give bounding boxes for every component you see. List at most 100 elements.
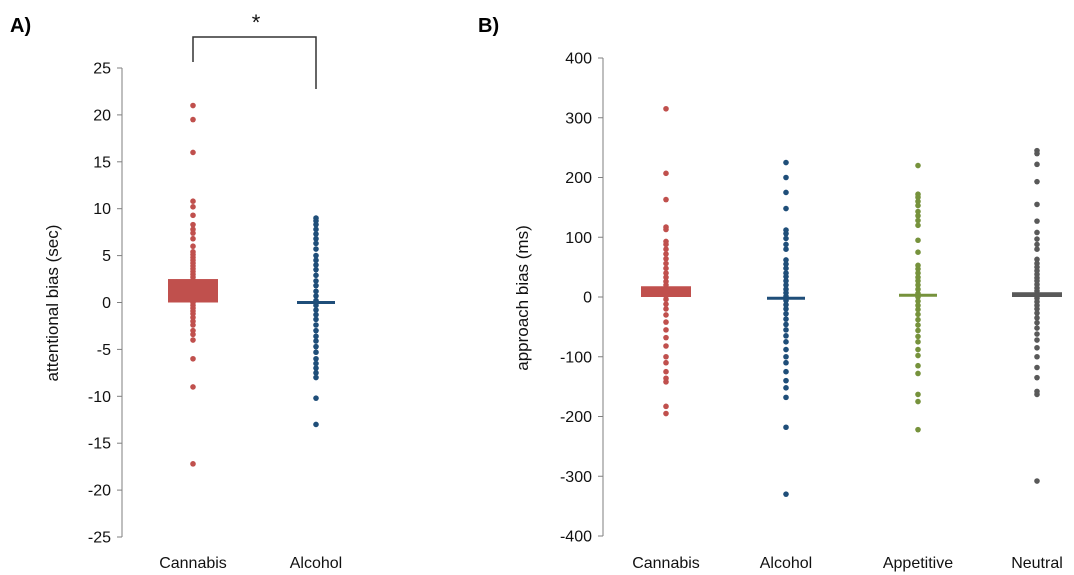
panel-b: B) approach bias (ms) 400 300 200 100 0 -100 -…	[478, 15, 1063, 572]
data-point-alcohol	[783, 174, 789, 181]
data-point-appetitive	[915, 237, 921, 244]
data-point-alcohol	[783, 333, 789, 339]
panel-b-y-tick-label: 300	[565, 110, 592, 127]
data-point-alcohol	[313, 333, 319, 340]
data-point-cannabis	[663, 359, 669, 366]
data-point-appetitive	[915, 352, 921, 359]
data-point-appetitive	[915, 333, 921, 340]
data-point-alcohol	[313, 421, 319, 428]
data-point-neutral	[1034, 364, 1040, 371]
panel-b-x-label: Cannabis	[632, 555, 700, 572]
panel-a-x-label: Cannabis	[159, 555, 227, 572]
data-point-alcohol	[783, 394, 789, 401]
data-point-cannabis	[190, 322, 196, 328]
panel-b-y-ticks: 400 300 200 100 0 -100 -200 -300 -400	[560, 51, 603, 546]
data-point-cannabis	[190, 102, 196, 109]
data-point-cannabis	[663, 274, 669, 281]
data-point-alcohol	[783, 353, 789, 360]
data-point-cannabis	[663, 105, 669, 112]
data-point-alcohol	[313, 322, 319, 328]
data-point-alcohol	[783, 273, 789, 280]
data-point-appetitive	[915, 426, 921, 433]
data-point-neutral	[1034, 178, 1040, 185]
data-point-alcohol	[783, 261, 789, 267]
data-point-cannabis	[663, 334, 669, 341]
data-point-neutral	[1034, 391, 1040, 398]
panel-b-y-tick-label: 0	[583, 290, 592, 307]
data-point-cannabis	[663, 265, 669, 272]
data-point-alcohol	[313, 327, 319, 334]
data-point-appetitive	[915, 311, 921, 318]
data-point-appetitive	[915, 316, 921, 323]
data-point-alcohol	[313, 311, 319, 318]
panel-a-y-tick-label: -25	[88, 530, 111, 547]
data-point-alcohol	[783, 368, 789, 375]
panel-b-y-tick-label: -400	[560, 529, 592, 546]
data-point-alcohol	[313, 288, 319, 295]
data-point-alcohol	[313, 235, 319, 242]
data-point-cannabis	[663, 251, 669, 257]
data-point-cannabis	[663, 260, 669, 267]
data-point-neutral	[1034, 236, 1040, 242]
data-point-alcohol	[783, 316, 789, 322]
data-point-alcohol	[783, 321, 789, 328]
data-point-appetitive	[915, 322, 921, 328]
data-point-alcohol	[783, 159, 789, 166]
data-point-appetitive	[915, 212, 921, 219]
panel-b-y-tick-label: -300	[560, 469, 592, 486]
data-point-appetitive	[915, 266, 921, 272]
data-point-alcohol	[313, 262, 319, 268]
data-point-appetitive	[915, 302, 921, 309]
data-point-cannabis	[663, 368, 669, 375]
data-point-appetitive	[915, 391, 921, 398]
panel-b-label: B)	[478, 15, 499, 37]
data-point-cannabis	[663, 353, 669, 360]
data-point-appetitive	[915, 270, 921, 276]
data-point-neutral	[1034, 315, 1040, 321]
significance-bracket	[192, 36, 317, 89]
data-point-neutral	[1034, 229, 1040, 236]
mean-bar-cannabis	[641, 286, 691, 297]
data-point-cannabis	[190, 461, 196, 467]
data-point-appetitive	[915, 249, 921, 255]
mean-bar-cannabis	[168, 279, 218, 303]
data-point-cannabis	[663, 296, 669, 303]
data-point-cannabis	[190, 355, 196, 362]
data-point-appetitive	[915, 370, 921, 377]
data-point-alcohol	[783, 282, 789, 288]
data-point-cannabis	[190, 230, 196, 236]
panel-b-y-tick-label: 200	[565, 170, 592, 187]
data-point-cannabis	[663, 379, 669, 385]
data-point-cannabis	[190, 149, 196, 156]
data-point-alcohol	[313, 252, 319, 259]
data-point-neutral	[1034, 478, 1040, 484]
data-point-alcohol	[313, 278, 319, 284]
data-point-neutral	[1034, 337, 1040, 343]
data-point-cannabis	[663, 306, 669, 312]
data-point-alcohol	[313, 395, 319, 401]
data-point-appetitive	[915, 327, 921, 334]
data-point-cannabis	[190, 116, 196, 123]
data-point-appetitive	[915, 298, 921, 304]
data-point-alcohol	[783, 359, 789, 366]
data-point-appetitive	[915, 339, 921, 345]
data-point-alcohol	[783, 346, 789, 353]
data-point-alcohol	[313, 240, 319, 247]
data-point-alcohol	[783, 491, 789, 497]
data-point-alcohol	[313, 257, 319, 264]
data-point-appetitive	[915, 286, 921, 293]
data-point-neutral	[1034, 325, 1040, 331]
data-point-cannabis	[190, 212, 196, 219]
data-point-alcohol	[783, 310, 789, 317]
data-point-alcohol	[783, 306, 789, 312]
data-point-alcohol	[783, 327, 789, 333]
data-point-cannabis	[190, 331, 196, 338]
data-point-cannabis	[190, 243, 196, 250]
data-point-alcohol	[783, 301, 789, 308]
panel-a-y-tick-label: -15	[88, 436, 111, 453]
data-point-neutral	[1034, 374, 1040, 381]
data-point-cannabis	[663, 403, 669, 410]
panel-b-x-label: Alcohol	[760, 555, 812, 572]
data-point-alcohol	[783, 339, 789, 345]
data-point-cannabis	[663, 301, 669, 307]
